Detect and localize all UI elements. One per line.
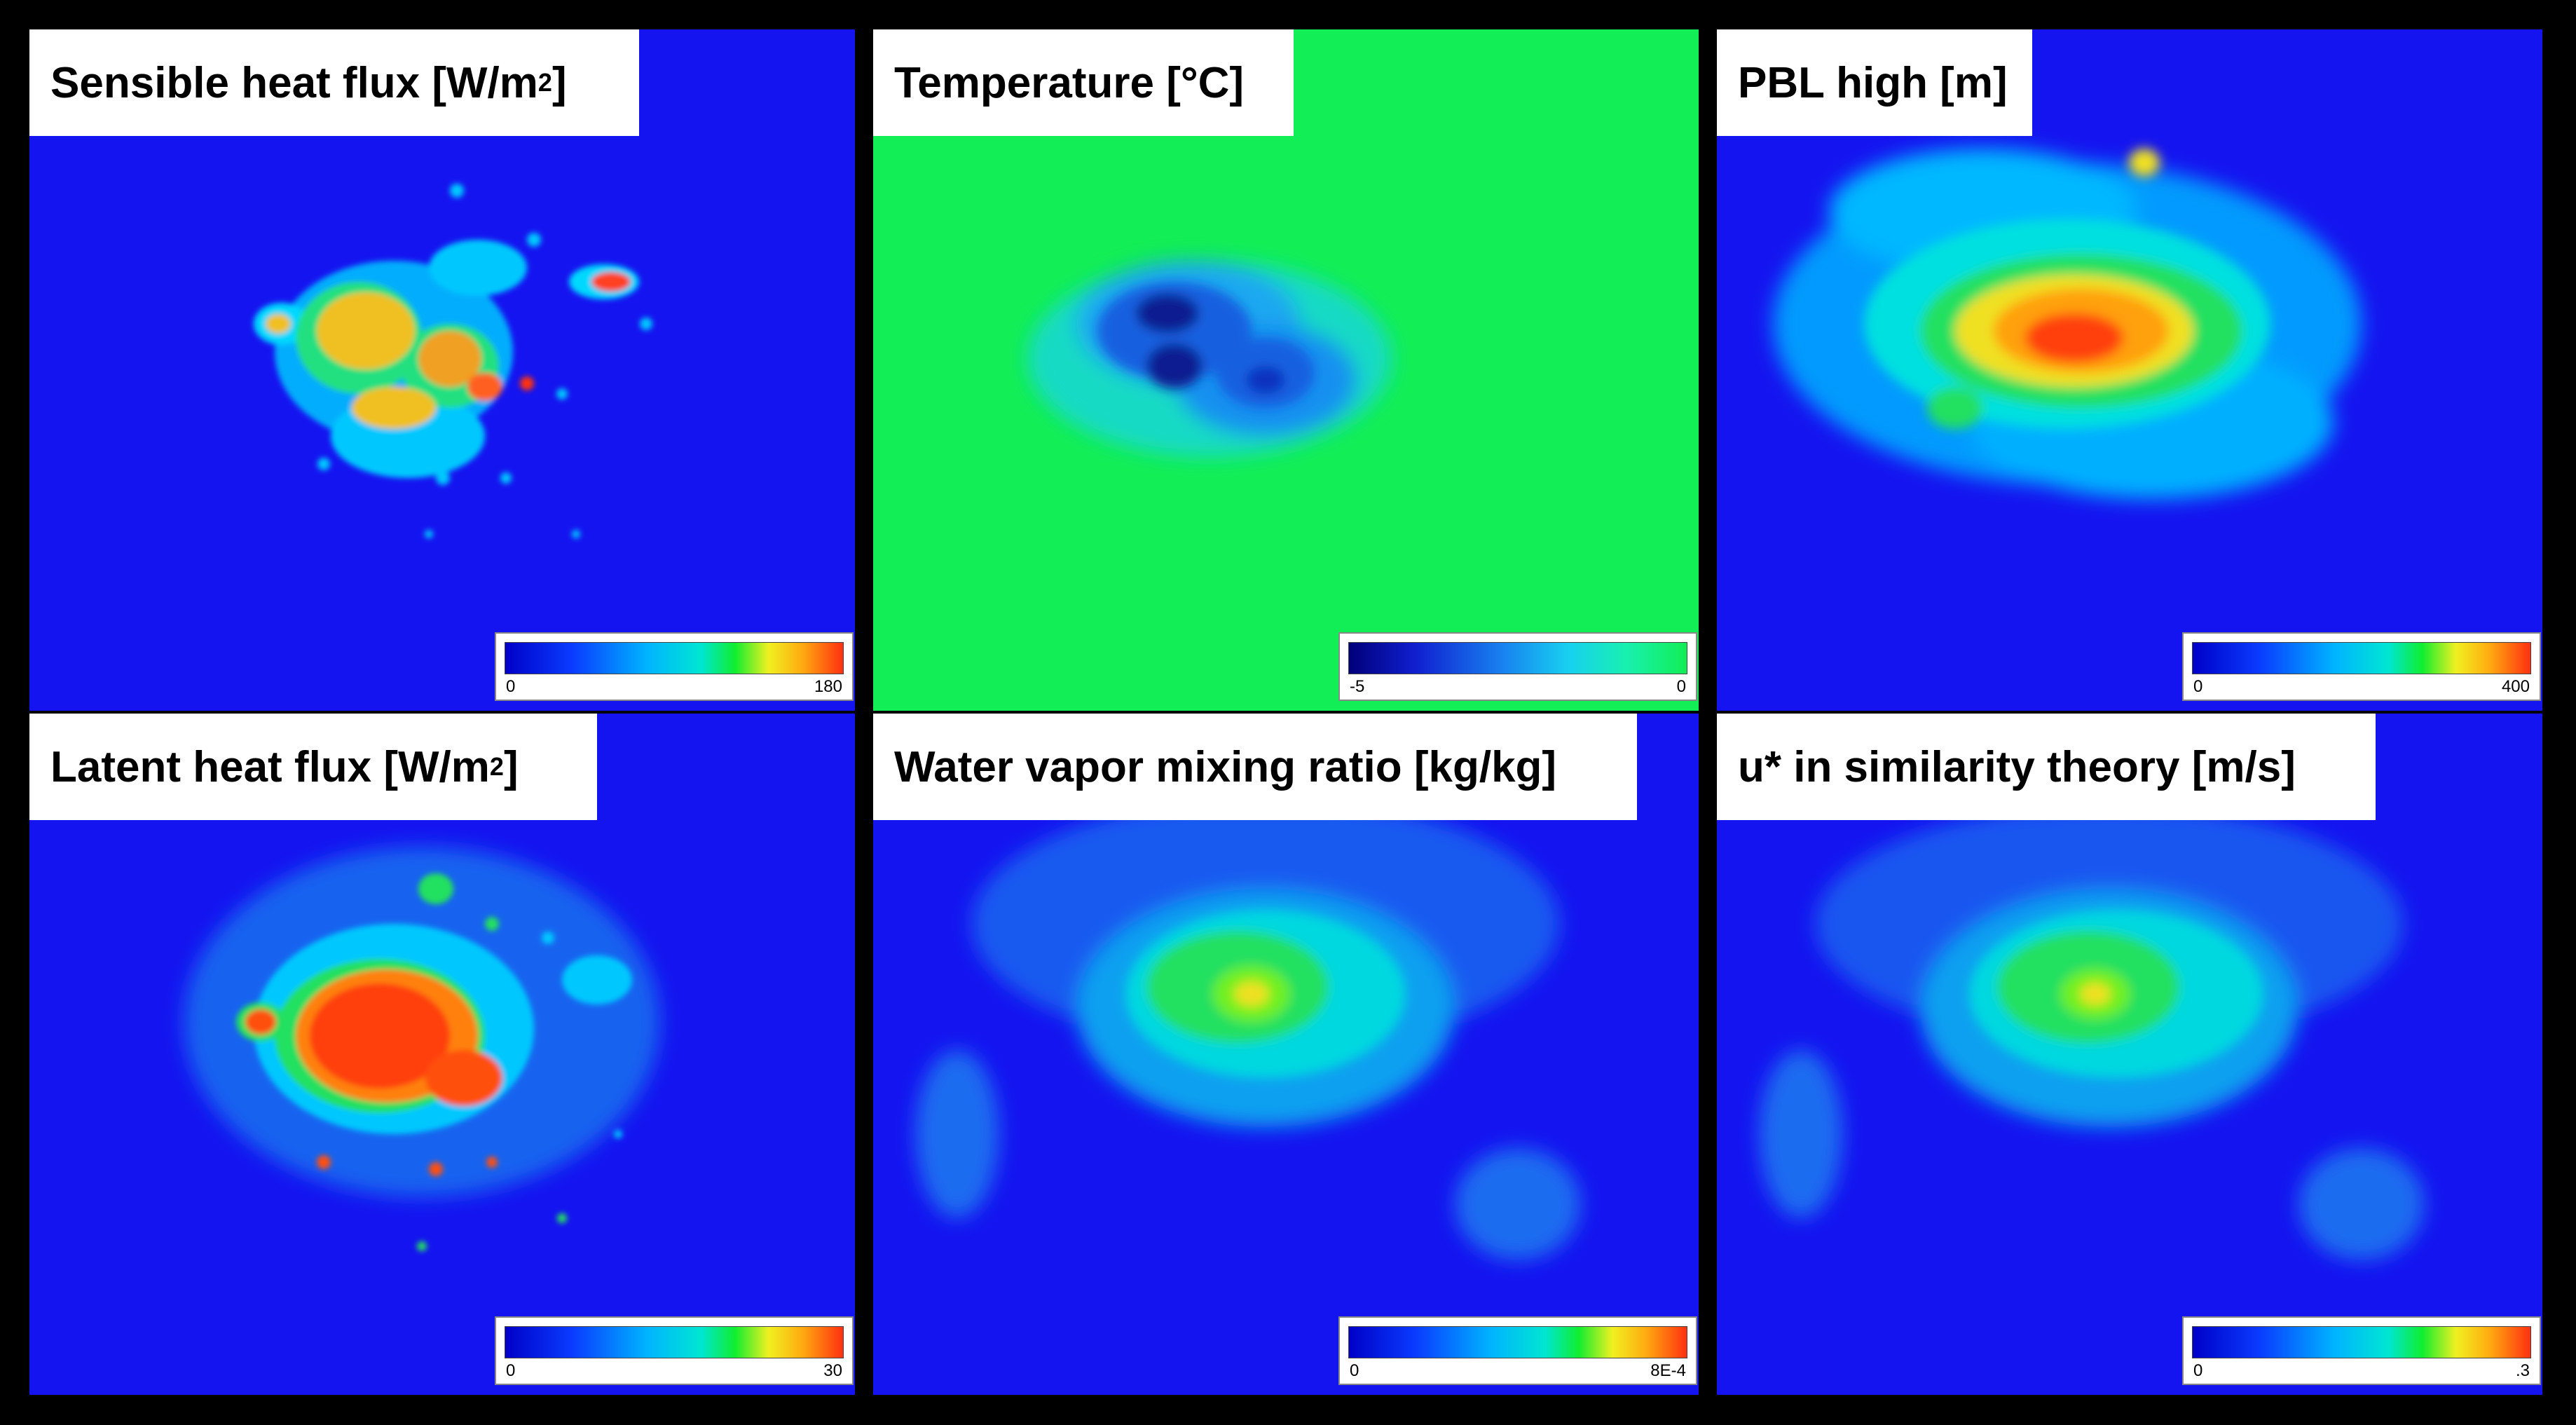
latent-heat-flux-map bbox=[29, 714, 855, 1395]
pbl-high-map bbox=[1717, 29, 2542, 711]
panel-pbl-high: PBL high [m] 0 400 bbox=[1717, 29, 2542, 711]
colorbar-min-label: 0 bbox=[1350, 1361, 1359, 1380]
panel-sensible-heat-flux: Sensible heat flux [W/m 2] 0 180 bbox=[29, 29, 855, 711]
title-text: Sensible heat flux [W/m bbox=[50, 58, 538, 107]
temperature-map bbox=[873, 29, 1699, 711]
panel-u-star-similarity-theory: u* in similarity theory [m/s] 0 .3 bbox=[1717, 714, 2542, 1395]
colorbar-legend: 0 .3 bbox=[2182, 1316, 2541, 1385]
panel-water-vapor-mixing-ratio: Water vapor mixing ratio [kg/kg] 0 8E-4 bbox=[873, 714, 1699, 1395]
colorbar bbox=[1348, 642, 1687, 674]
colorbar-legend: 0 400 bbox=[2182, 632, 2541, 701]
colorbar-legend: 0 30 bbox=[495, 1316, 854, 1385]
colorbar-max-label: 400 bbox=[2501, 677, 2530, 696]
colorbar-max-label: 8E-4 bbox=[1650, 1361, 1686, 1380]
panel-title: u* in similarity theory [m/s] bbox=[1717, 714, 2376, 820]
colorbar-legend: 0 180 bbox=[495, 632, 854, 701]
panel-temperature: Temperature [°C] -5 0 bbox=[873, 29, 1699, 711]
title-end: ] bbox=[503, 742, 519, 791]
panel-title: Sensible heat flux [W/m 2] bbox=[29, 29, 639, 136]
colorbar-max-label: .3 bbox=[2515, 1361, 2530, 1380]
panel-latent-heat-flux: Latent heat flux [W/m 2] 0 30 bbox=[29, 714, 855, 1395]
title-text: PBL high [m] bbox=[1738, 58, 2008, 107]
title-text: Latent heat flux [W/m bbox=[50, 742, 490, 791]
colorbar-legend: 0 8E-4 bbox=[1338, 1316, 1697, 1385]
colorbar bbox=[2192, 1326, 2531, 1358]
colorbar-legend: -5 0 bbox=[1338, 632, 1697, 701]
title-text: Temperature [°C] bbox=[894, 58, 1245, 107]
colorbar bbox=[505, 642, 844, 674]
colorbar bbox=[505, 1326, 844, 1358]
colorbar-max-label: 0 bbox=[1676, 677, 1686, 696]
sensible-heat-flux-map bbox=[29, 29, 855, 711]
panel-title: PBL high [m] bbox=[1717, 29, 2032, 136]
colorbar bbox=[2192, 642, 2531, 674]
colorbar-max-label: 30 bbox=[823, 1361, 842, 1380]
title-text: Water vapor mixing ratio [kg/kg] bbox=[894, 742, 1557, 791]
title-end: ] bbox=[551, 58, 567, 107]
panel-title: Latent heat flux [W/m 2] bbox=[29, 714, 597, 820]
colorbar-min-label: 0 bbox=[2193, 677, 2203, 696]
colorbar bbox=[1348, 1326, 1687, 1358]
colorbar-min-label: 0 bbox=[506, 677, 516, 696]
colorbar-max-label: 180 bbox=[814, 677, 842, 696]
panel-title: Temperature [°C] bbox=[873, 29, 1294, 136]
colorbar-min-label: 0 bbox=[506, 1361, 516, 1380]
panel-title: Water vapor mixing ratio [kg/kg] bbox=[873, 714, 1637, 820]
water-vapor-mixing-ratio-map bbox=[873, 714, 1699, 1395]
colorbar-min-label: 0 bbox=[2193, 1361, 2203, 1380]
u-star-map bbox=[1717, 714, 2542, 1395]
title-text: u* in similarity theory [m/s] bbox=[1738, 742, 2296, 791]
colorbar-min-label: -5 bbox=[1350, 677, 1365, 696]
